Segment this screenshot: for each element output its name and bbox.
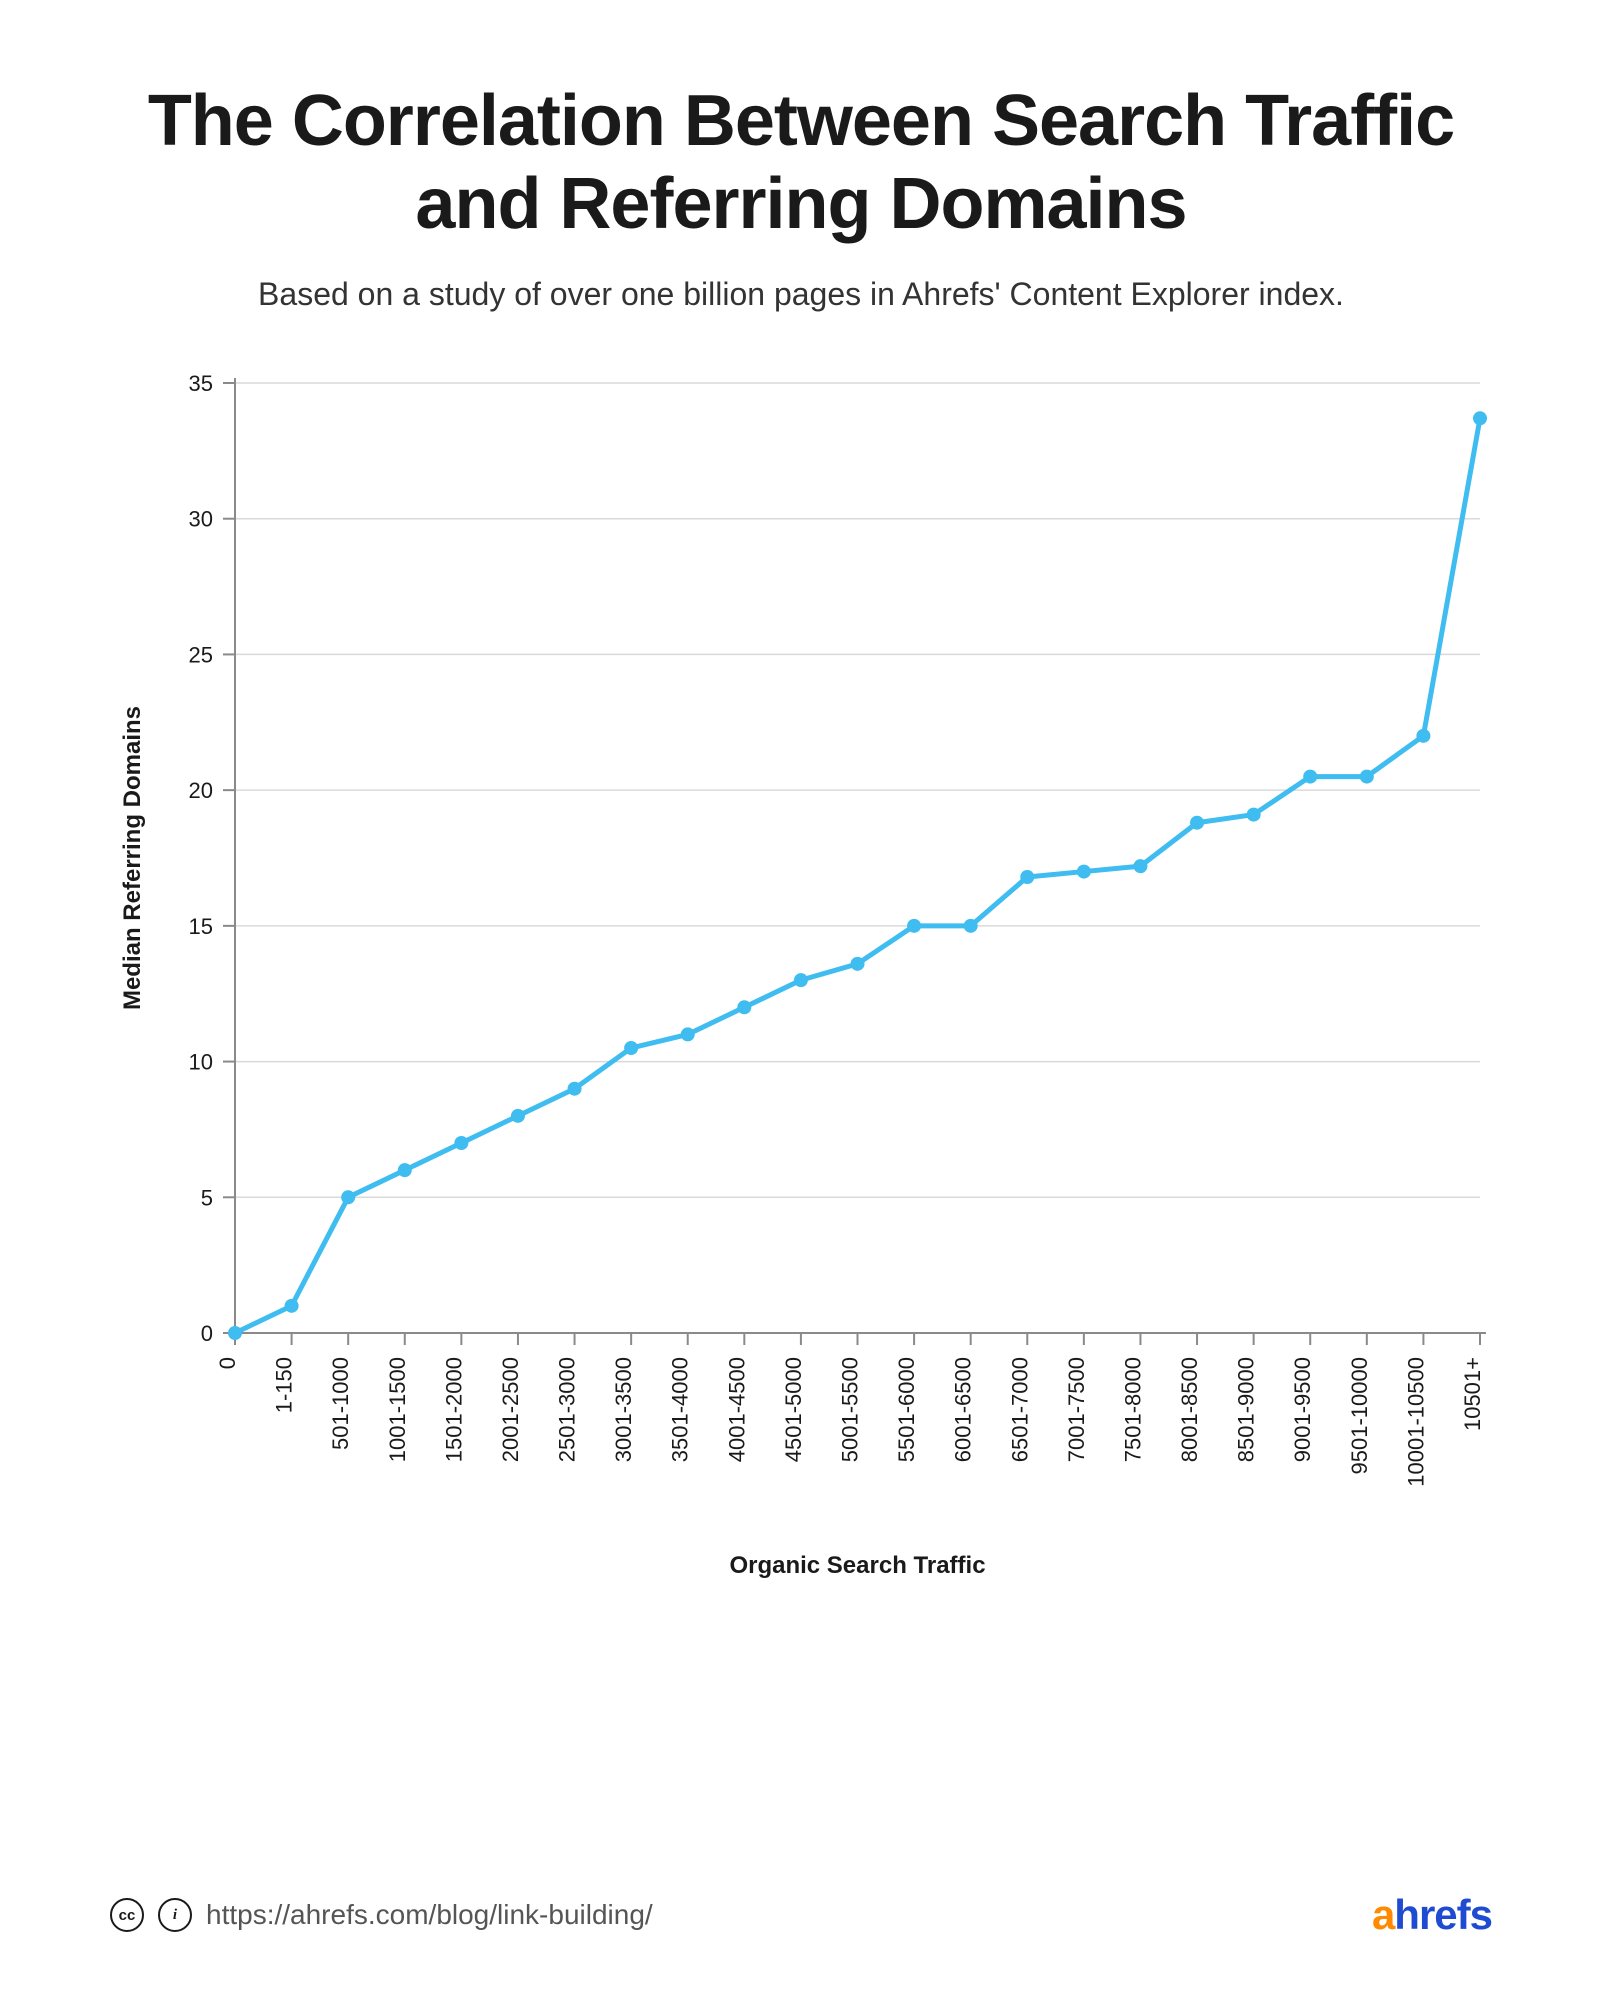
svg-text:35: 35: [189, 373, 213, 396]
cc-icon: cc: [110, 1898, 144, 1932]
svg-text:0: 0: [215, 1357, 240, 1369]
logo-rest: hrefs: [1394, 1891, 1492, 1938]
svg-text:5: 5: [201, 1185, 213, 1210]
svg-text:0: 0: [201, 1321, 213, 1346]
svg-text:7001-7500: 7001-7500: [1064, 1357, 1089, 1462]
svg-text:25: 25: [189, 642, 213, 667]
svg-text:1001-1500: 1001-1500: [385, 1357, 410, 1462]
svg-text:10: 10: [189, 1049, 213, 1074]
footer: cc i https://ahrefs.com/blog/link-buildi…: [110, 1891, 1492, 1939]
svg-text:8001-8500: 8001-8500: [1177, 1357, 1202, 1462]
line-chart: 0 5 10 15 20 25 30 35 0 1-150 501-1000 1001-1500 150…: [110, 373, 1492, 1653]
svg-text:Organic Search Traffic: Organic Search Traffic: [729, 1552, 985, 1579]
svg-text:1-150: 1-150: [272, 1357, 297, 1413]
svg-text:8501-9000: 8501-9000: [1234, 1357, 1259, 1462]
svg-text:4001-4500: 4001-4500: [724, 1357, 749, 1462]
svg-text:501-1000: 501-1000: [328, 1357, 353, 1450]
chart-container: 0 5 10 15 20 25 30 35 0 1-150 501-1000 1001-1500 150…: [110, 373, 1492, 1851]
svg-text:4501-5000: 4501-5000: [781, 1357, 806, 1462]
svg-text:15: 15: [189, 913, 213, 938]
chart-subtitle: Based on a study of over one billion pag…: [110, 276, 1492, 313]
svg-text:Median Referring Domains: Median Referring Domains: [119, 706, 146, 1010]
svg-text:3001-3500: 3001-3500: [611, 1357, 636, 1462]
svg-text:30: 30: [189, 506, 213, 531]
svg-text:3501-4000: 3501-4000: [668, 1357, 693, 1462]
svg-text:7501-8000: 7501-8000: [1120, 1357, 1145, 1462]
svg-text:6001-6500: 6001-6500: [951, 1357, 976, 1462]
footer-left: cc i https://ahrefs.com/blog/link-buildi…: [110, 1898, 653, 1932]
svg-text:6501-7000: 6501-7000: [1007, 1357, 1032, 1462]
svg-text:9001-9500: 9001-9500: [1290, 1357, 1315, 1462]
svg-text:1501-2000: 1501-2000: [441, 1357, 466, 1462]
ahrefs-logo: ahrefs: [1372, 1891, 1492, 1939]
source-url: https://ahrefs.com/blog/link-building/: [206, 1899, 653, 1931]
logo-a: a: [1372, 1891, 1394, 1938]
svg-text:5001-5500: 5001-5500: [838, 1357, 863, 1462]
svg-text:5501-6000: 5501-6000: [894, 1357, 919, 1462]
chart-title: The Correlation Between Search Traffic a…: [110, 80, 1492, 246]
svg-text:20: 20: [189, 778, 213, 803]
svg-text:10501+: 10501+: [1460, 1357, 1485, 1431]
svg-text:9501-10000: 9501-10000: [1347, 1357, 1372, 1474]
svg-text:10001-10500: 10001-10500: [1403, 1357, 1428, 1487]
attribution-icon: i: [158, 1898, 192, 1932]
svg-text:2001-2500: 2001-2500: [498, 1357, 523, 1462]
svg-text:2501-3000: 2501-3000: [555, 1357, 580, 1462]
